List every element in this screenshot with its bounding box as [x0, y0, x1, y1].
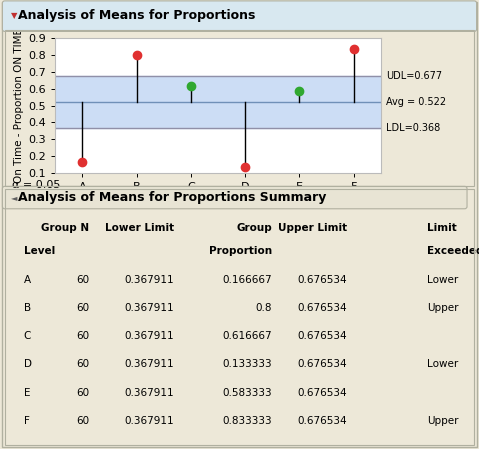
- Text: E: E: [23, 387, 30, 398]
- Text: ▼: ▼: [11, 11, 17, 20]
- Text: 0.166667: 0.166667: [223, 274, 273, 285]
- Text: Avg = 0.522: Avg = 0.522: [386, 97, 446, 107]
- Text: 0.833333: 0.833333: [223, 416, 273, 426]
- Text: 0.8: 0.8: [256, 303, 273, 313]
- Text: Upper Limit: Upper Limit: [278, 223, 347, 233]
- Text: 0.676534: 0.676534: [298, 387, 347, 398]
- Text: 60: 60: [76, 416, 89, 426]
- Text: 60: 60: [76, 331, 89, 341]
- Y-axis label: On Time - Proportion ON TIME: On Time - Proportion ON TIME: [14, 28, 24, 183]
- X-axis label: Clinic: Clinic: [203, 195, 233, 205]
- Text: 0.616667: 0.616667: [223, 331, 273, 341]
- Text: Analysis of Means for Proportions: Analysis of Means for Proportions: [18, 9, 256, 22]
- Text: Upper: Upper: [427, 416, 459, 426]
- Text: Limit: Limit: [427, 223, 457, 233]
- Text: 60: 60: [76, 387, 89, 398]
- Text: Analysis of Means for Proportions Summary: Analysis of Means for Proportions Summar…: [18, 191, 327, 203]
- Text: 0.676534: 0.676534: [298, 359, 347, 370]
- Text: 0.367911: 0.367911: [124, 359, 174, 370]
- Text: 0.676534: 0.676534: [298, 416, 347, 426]
- Text: 0.367911: 0.367911: [124, 416, 174, 426]
- Text: Lower: Lower: [427, 359, 458, 370]
- Text: 0.676534: 0.676534: [298, 274, 347, 285]
- Text: Lower Limit: Lower Limit: [104, 223, 174, 233]
- Text: Group N: Group N: [41, 223, 89, 233]
- Text: α = 0.05: α = 0.05: [12, 180, 60, 189]
- Text: UDL=0.677: UDL=0.677: [386, 70, 442, 81]
- Text: D: D: [23, 359, 32, 370]
- Text: 0.583333: 0.583333: [223, 387, 273, 398]
- Text: 0.676534: 0.676534: [298, 331, 347, 341]
- Bar: [55, 76, 381, 128]
- Text: 0.367911: 0.367911: [124, 274, 174, 285]
- Text: Upper: Upper: [427, 303, 459, 313]
- Text: C: C: [23, 331, 31, 341]
- Text: Lower: Lower: [427, 274, 458, 285]
- Text: B: B: [23, 303, 31, 313]
- Text: 0.676534: 0.676534: [298, 303, 347, 313]
- Text: Group: Group: [237, 223, 273, 233]
- Text: LDL=0.368: LDL=0.368: [386, 123, 440, 133]
- Text: Exceeded: Exceeded: [427, 246, 479, 256]
- Text: A: A: [23, 274, 31, 285]
- Text: 0.367911: 0.367911: [124, 387, 174, 398]
- Text: 0.367911: 0.367911: [124, 303, 174, 313]
- Text: ◄: ◄: [11, 193, 17, 202]
- Text: F: F: [23, 416, 29, 426]
- Text: 60: 60: [76, 274, 89, 285]
- Text: Proportion: Proportion: [209, 246, 273, 256]
- Text: 0.367911: 0.367911: [124, 331, 174, 341]
- Text: Level: Level: [23, 246, 55, 256]
- Text: 60: 60: [76, 359, 89, 370]
- Text: 60: 60: [76, 303, 89, 313]
- Text: 0.133333: 0.133333: [223, 359, 273, 370]
